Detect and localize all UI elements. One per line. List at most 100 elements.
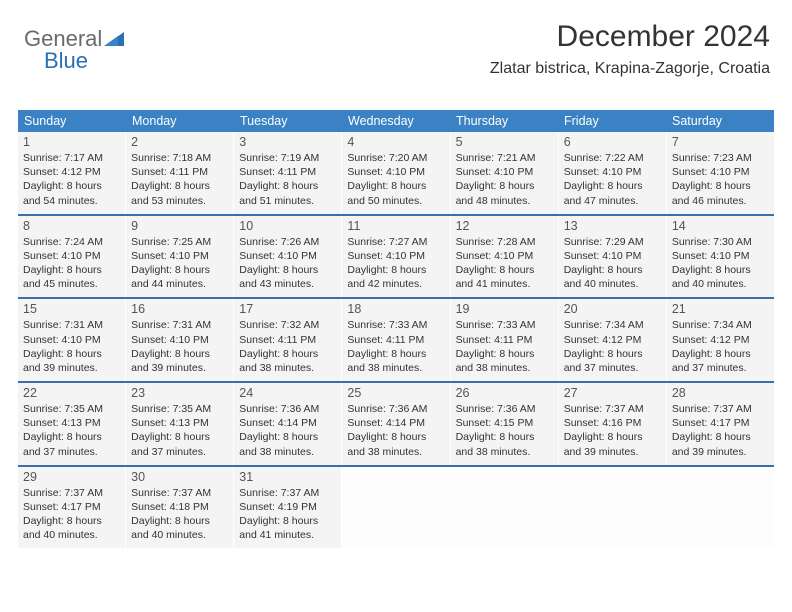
day-number: 23	[131, 386, 228, 400]
day-info: Sunrise: 7:36 AMSunset: 4:14 PMDaylight:…	[239, 402, 336, 459]
week-row: 29 Sunrise: 7:37 AMSunset: 4:17 PMDayligh…	[18, 467, 774, 549]
brand-triangle-icon	[104, 30, 124, 46]
day-cell: 26Sunrise: 7:36 AMSunset: 4:15 PMDayligh…	[451, 383, 559, 465]
day-cell: 18Sunrise: 7:33 AMSunset: 4:11 PMDayligh…	[342, 299, 450, 381]
day-info: Sunrise: 7:36 AMSunset: 4:14 PMDaylight:…	[347, 402, 444, 459]
day-cell: 2 Sunrise: 7:18 AMSunset: 4:11 PMDaylight…	[126, 132, 234, 214]
day-cell: 6 Sunrise: 7:22 AMSunset: 4:10 PMDaylight…	[559, 132, 667, 214]
day-info: Sunrise: 7:37 AMSunset: 4:19 PMDaylight:…	[239, 486, 336, 543]
day-cell: 8 Sunrise: 7:24 AMSunset: 4:10 PMDaylight…	[18, 216, 126, 298]
day-cell: 10 Sunrise: 7:26 AMSunset: 4:10 PMDayligh…	[234, 216, 342, 298]
day-cell: 29 Sunrise: 7:37 AMSunset: 4:17 PMDayligh…	[18, 467, 126, 549]
week-row: 15 Sunrise: 7:31 AMSunset: 4:10 PMDayligh…	[18, 299, 774, 383]
calendar-header-row: SundayMondayTuesdayWednesdayThursdayFrid…	[18, 110, 774, 132]
day-info: Sunrise: 7:33 AMSunset: 4:11 PMDaylight:…	[347, 318, 444, 375]
day-cell: 25 Sunrise: 7:36 AMSunset: 4:14 PMDayligh…	[342, 383, 450, 465]
location-text: Zlatar bistrica, Krapina-Zagorje, Croati…	[490, 60, 770, 78]
day-cell: 11Sunrise: 7:27 AMSunset: 4:10 PMDayligh…	[342, 216, 450, 298]
day-cell: 22 Sunrise: 7:35 AMSunset: 4:13 PMDayligh…	[18, 383, 126, 465]
day-number: 20	[564, 302, 661, 316]
day-number: 2	[131, 135, 228, 149]
day-info: Sunrise: 7:37 AMSunset: 4:17 PMDaylight:…	[23, 486, 120, 543]
day-number: 15	[23, 302, 120, 316]
day-cell: 1 Sunrise: 7:17 AMSunset: 4:12 PMDaylight…	[18, 132, 126, 214]
day-info: Sunrise: 7:27 AMSunset: 4:10 PMDaylight:…	[347, 235, 444, 292]
day-info: Sunrise: 7:29 AMSunset: 4:10 PMDaylight:…	[564, 235, 661, 292]
day-number: 21	[672, 302, 769, 316]
calendar-table: SundayMondayTuesdayWednesdayThursdayFrid…	[18, 110, 774, 548]
day-number: 19	[456, 302, 553, 316]
day-cell: 9 Sunrise: 7:25 AMSunset: 4:10 PMDaylight…	[126, 216, 234, 298]
day-number: 17	[239, 302, 336, 316]
day-info: Sunrise: 7:22 AMSunset: 4:10 PMDaylight:…	[564, 151, 661, 208]
day-info: Sunrise: 7:37 AMSunset: 4:16 PMDaylight:…	[564, 402, 661, 459]
day-info: Sunrise: 7:23 AMSunset: 4:10 PMDaylight:…	[672, 151, 769, 208]
day-info: Sunrise: 7:31 AMSunset: 4:10 PMDaylight:…	[131, 318, 228, 375]
day-number: 9	[131, 219, 228, 233]
day-cell: 5 Sunrise: 7:21 AMSunset: 4:10 PMDaylight…	[451, 132, 559, 214]
day-header: Monday	[126, 110, 234, 132]
day-number: 3	[239, 135, 336, 149]
day-header: Friday	[558, 110, 666, 132]
day-cell: 23 Sunrise: 7:35 AMSunset: 4:13 PMDayligh…	[126, 383, 234, 465]
day-header: Wednesday	[342, 110, 450, 132]
day-number: 28	[672, 386, 769, 400]
day-header: Tuesday	[234, 110, 342, 132]
day-cell: 7Sunrise: 7:23 AMSunset: 4:10 PMDaylight…	[667, 132, 774, 214]
day-cell: 19 Sunrise: 7:33 AMSunset: 4:11 PMDayligh…	[451, 299, 559, 381]
day-info: Sunrise: 7:25 AMSunset: 4:10 PMDaylight:…	[131, 235, 228, 292]
day-cell: 16 Sunrise: 7:31 AMSunset: 4:10 PMDayligh…	[126, 299, 234, 381]
day-header: Sunday	[18, 110, 126, 132]
day-number: 16	[131, 302, 228, 316]
day-cell: 24Sunrise: 7:36 AMSunset: 4:14 PMDayligh…	[234, 383, 342, 465]
day-cell: 3Sunrise: 7:19 AMSunset: 4:11 PMDaylight…	[234, 132, 342, 214]
day-number: 8	[23, 219, 120, 233]
day-header: Saturday	[666, 110, 774, 132]
day-cell: 4Sunrise: 7:20 AMSunset: 4:10 PMDaylight…	[342, 132, 450, 214]
day-number: 22	[23, 386, 120, 400]
day-cell: 20 Sunrise: 7:34 AMSunset: 4:12 PMDayligh…	[559, 299, 667, 381]
day-info: Sunrise: 7:35 AMSunset: 4:13 PMDaylight:…	[23, 402, 120, 459]
day-info: Sunrise: 7:30 AMSunset: 4:10 PMDaylight:…	[672, 235, 769, 292]
day-info: Sunrise: 7:34 AMSunset: 4:12 PMDaylight:…	[564, 318, 661, 375]
day-info: Sunrise: 7:34 AMSunset: 4:12 PMDaylight:…	[672, 318, 769, 375]
day-cell: 14 Sunrise: 7:30 AMSunset: 4:10 PMDayligh…	[667, 216, 774, 298]
day-info: Sunrise: 7:20 AMSunset: 4:10 PMDaylight:…	[347, 151, 444, 208]
week-row: 22 Sunrise: 7:35 AMSunset: 4:13 PMDayligh…	[18, 383, 774, 467]
week-row: 8 Sunrise: 7:24 AMSunset: 4:10 PMDaylight…	[18, 216, 774, 300]
day-number: 30	[131, 470, 228, 484]
day-number: 31	[239, 470, 336, 484]
day-info: Sunrise: 7:35 AMSunset: 4:13 PMDaylight:…	[131, 402, 228, 459]
day-number: 25	[347, 386, 444, 400]
brand-part2: Blue	[44, 48, 88, 74]
day-cell	[559, 467, 667, 549]
day-info: Sunrise: 7:26 AMSunset: 4:10 PMDaylight:…	[239, 235, 336, 292]
day-cell: 21 Sunrise: 7:34 AMSunset: 4:12 PMDayligh…	[667, 299, 774, 381]
day-info: Sunrise: 7:21 AMSunset: 4:10 PMDaylight:…	[456, 151, 553, 208]
day-info: Sunrise: 7:18 AMSunset: 4:11 PMDaylight:…	[131, 151, 228, 208]
page-title: December 2024	[490, 20, 770, 54]
day-info: Sunrise: 7:24 AMSunset: 4:10 PMDaylight:…	[23, 235, 120, 292]
day-number: 6	[564, 135, 661, 149]
day-number: 5	[456, 135, 553, 149]
day-info: Sunrise: 7:31 AMSunset: 4:10 PMDaylight:…	[23, 318, 120, 375]
day-cell: 17Sunrise: 7:32 AMSunset: 4:11 PMDayligh…	[234, 299, 342, 381]
day-number: 13	[564, 219, 661, 233]
day-cell: 27Sunrise: 7:37 AMSunset: 4:16 PMDayligh…	[559, 383, 667, 465]
day-number: 29	[23, 470, 120, 484]
day-cell: 30Sunrise: 7:37 AMSunset: 4:18 PMDayligh…	[126, 467, 234, 549]
day-cell	[667, 467, 774, 549]
day-number: 26	[456, 386, 553, 400]
day-cell: 28 Sunrise: 7:37 AMSunset: 4:17 PMDayligh…	[667, 383, 774, 465]
day-info: Sunrise: 7:17 AMSunset: 4:12 PMDaylight:…	[23, 151, 120, 208]
day-cell: 15 Sunrise: 7:31 AMSunset: 4:10 PMDayligh…	[18, 299, 126, 381]
day-cell: 13 Sunrise: 7:29 AMSunset: 4:10 PMDayligh…	[559, 216, 667, 298]
day-number: 10	[239, 219, 336, 233]
weeks-container: 1 Sunrise: 7:17 AMSunset: 4:12 PMDaylight…	[18, 132, 774, 548]
day-number: 14	[672, 219, 769, 233]
day-number: 1	[23, 135, 120, 149]
day-info: Sunrise: 7:37 AMSunset: 4:17 PMDaylight:…	[672, 402, 769, 459]
day-info: Sunrise: 7:33 AMSunset: 4:11 PMDaylight:…	[456, 318, 553, 375]
day-number: 12	[456, 219, 553, 233]
brand-logo: General Blue	[24, 26, 124, 52]
